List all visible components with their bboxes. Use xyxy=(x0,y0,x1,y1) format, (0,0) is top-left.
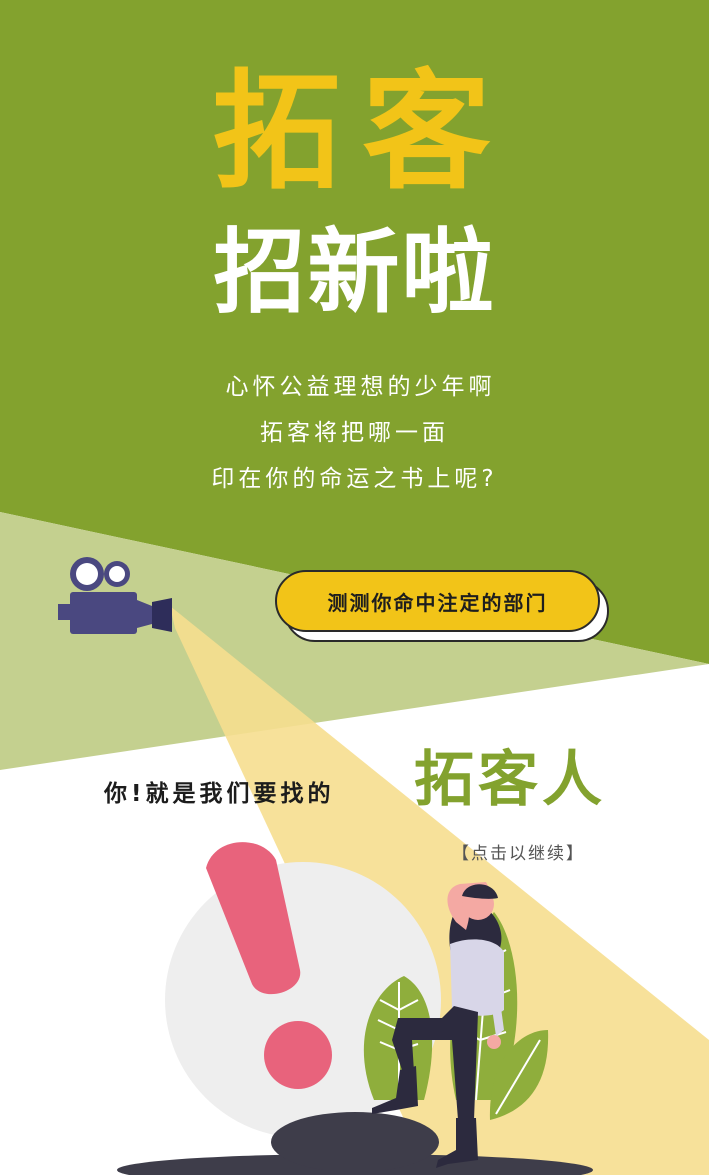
title-sub: 招新啦 xyxy=(213,219,496,326)
test-department-button[interactable]: 测测你命中注定的部门 xyxy=(275,570,600,632)
slogan-lead: 你!就是我们要找的 xyxy=(104,781,335,807)
poem-line-1: 心怀公益理想的少年啊 xyxy=(225,374,496,400)
exclamation-mark-icon xyxy=(206,842,332,1089)
slogan-highlight: 拓客人 xyxy=(414,745,606,815)
test-department-label: 测测你命中注定的部门 xyxy=(327,590,548,615)
title-main: 拓客 xyxy=(212,58,513,207)
woman-illustration xyxy=(372,882,504,1168)
continue-link[interactable]: 【点击以继续】 xyxy=(452,844,585,864)
green-background xyxy=(0,0,709,664)
poem-line-3: 印在你的命运之书上呢? xyxy=(211,466,498,492)
movie-camera-icon xyxy=(58,557,172,634)
poem-line-2: 拓客将把哪一面 xyxy=(260,420,449,446)
spotlight-beam xyxy=(170,606,709,1175)
rock xyxy=(271,1112,439,1172)
slogan: 你!就是我们要找的 拓客人 xyxy=(104,740,664,820)
